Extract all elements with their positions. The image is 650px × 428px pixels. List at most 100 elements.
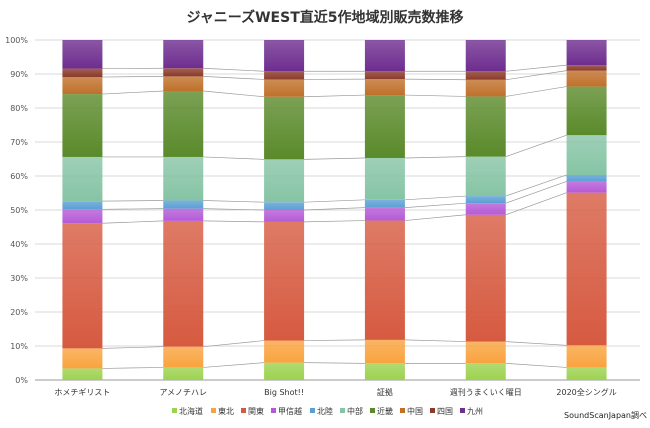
bar-segment-北海道 [264, 363, 304, 380]
bar-segment-甲信越 [62, 209, 102, 223]
bar-segment-東北 [264, 341, 304, 363]
y-tick-label: 40% [10, 240, 28, 249]
y-tick-label: 10% [10, 342, 28, 351]
series-connector-line [102, 76, 163, 77]
y-axis: 0%10%20%30%40%50%60%70%80%90%100% [5, 36, 28, 385]
series-connector-line [102, 367, 163, 368]
bar-segment-四国 [466, 71, 506, 80]
bar-segment-甲信越 [567, 181, 607, 192]
series-connector-line [405, 79, 466, 80]
bar-segment-北陸 [466, 196, 506, 203]
bar-segment-九州 [62, 40, 102, 69]
series-connector-line [405, 340, 466, 342]
bar-segment-関東 [365, 221, 405, 340]
series-connector-line [102, 221, 163, 223]
bar-segment-四国 [62, 69, 102, 78]
x-tick-label: ホメチギリスト [54, 388, 110, 397]
series-connector-line [506, 363, 567, 367]
series-connector-line [506, 65, 567, 71]
bar-segment-関東 [264, 222, 304, 341]
bar-segment-四国 [567, 65, 607, 70]
series-connector-line [506, 71, 567, 80]
series-connector-line [506, 193, 567, 215]
legend-swatch [370, 408, 375, 413]
bar-segment-甲信越 [264, 210, 304, 222]
bar-segment-中部 [163, 157, 203, 201]
series-connector-line [506, 181, 567, 203]
series-connector-line [304, 340, 365, 341]
bar-segment-関東 [163, 221, 203, 347]
bar-segment-東北 [163, 347, 203, 368]
legend: 北海道東北関東甲信越北陸中部近畿中国四国九州 [172, 406, 483, 416]
series-connector-line [506, 87, 567, 97]
series-connector-line [102, 91, 163, 94]
bar-segment-九州 [163, 40, 203, 68]
bar-segment-中部 [62, 157, 102, 201]
legend-swatch [211, 408, 216, 413]
bar-segment-北海道 [466, 363, 506, 380]
series-connector-line [304, 363, 365, 364]
legend-swatch [271, 408, 276, 413]
x-tick-label: アメノチハレ [159, 388, 207, 397]
bar-segment-北海道 [567, 367, 607, 380]
bar-segment-近畿 [466, 96, 506, 156]
series-connector-line [203, 68, 264, 71]
bar-segment-甲信越 [365, 208, 405, 221]
legend-swatch [340, 408, 345, 413]
x-tick-label: 週刊うまくいく曜日 [450, 388, 522, 397]
legend-label: 九州 [467, 407, 483, 416]
y-tick-label: 30% [10, 274, 28, 283]
legend-label: 関東 [248, 406, 264, 416]
bar-segment-甲信越 [163, 209, 203, 221]
y-tick-label: 90% [10, 70, 28, 79]
bar-segment-四国 [264, 71, 304, 79]
series-connector-line [304, 95, 365, 97]
series-connector-line [203, 221, 264, 222]
series-connector-line [102, 200, 163, 201]
bar-segment-四国 [163, 68, 203, 76]
bar-segment-中国 [365, 79, 405, 95]
legend-label: 北海道 [179, 406, 203, 416]
series-connector-line [405, 203, 466, 207]
bar-segment-近畿 [567, 87, 607, 136]
bar-segment-四国 [365, 71, 405, 79]
gridlines [35, 40, 640, 380]
bar-segment-近畿 [264, 97, 304, 160]
bar-segment-北陸 [163, 200, 203, 208]
series-connector-line [506, 135, 567, 156]
bar-segment-北陸 [365, 200, 405, 208]
bar-segment-北海道 [62, 368, 102, 380]
bar-segment-中国 [163, 76, 203, 91]
y-tick-label: 20% [10, 308, 28, 317]
y-tick-label: 80% [10, 104, 28, 113]
bar-segment-東北 [466, 342, 506, 364]
bar-segment-中部 [264, 159, 304, 202]
bar-segment-中部 [567, 135, 607, 175]
legend-swatch [241, 408, 246, 413]
bar-segment-近畿 [365, 95, 405, 158]
y-tick-label: 60% [10, 172, 28, 181]
chart-title: ジャニーズWEST直近5作地域別販売数推移 [187, 9, 464, 26]
source-note: SoundScanJapan調べ [564, 410, 647, 420]
bar-segment-関東 [466, 215, 506, 342]
bar-segment-近畿 [163, 91, 203, 157]
bar-segment-中部 [365, 158, 405, 200]
bar-segment-東北 [567, 345, 607, 367]
series-connector-line [203, 157, 264, 159]
bar-segment-中国 [62, 77, 102, 94]
bar-segment-九州 [365, 40, 405, 71]
bar-segment-北陸 [264, 202, 304, 210]
bar-segment-関東 [567, 193, 607, 346]
bar-segment-東北 [62, 348, 102, 368]
bar-segment-中国 [264, 79, 304, 96]
series-connector-line [405, 157, 466, 158]
series-connector-line [405, 196, 466, 200]
series-connector-line [102, 347, 163, 349]
series-connector-line [304, 221, 365, 222]
series-connector-line [203, 91, 264, 97]
bar-segment-北海道 [163, 367, 203, 380]
legend-swatch [400, 408, 405, 413]
bar-segment-関東 [62, 223, 102, 348]
